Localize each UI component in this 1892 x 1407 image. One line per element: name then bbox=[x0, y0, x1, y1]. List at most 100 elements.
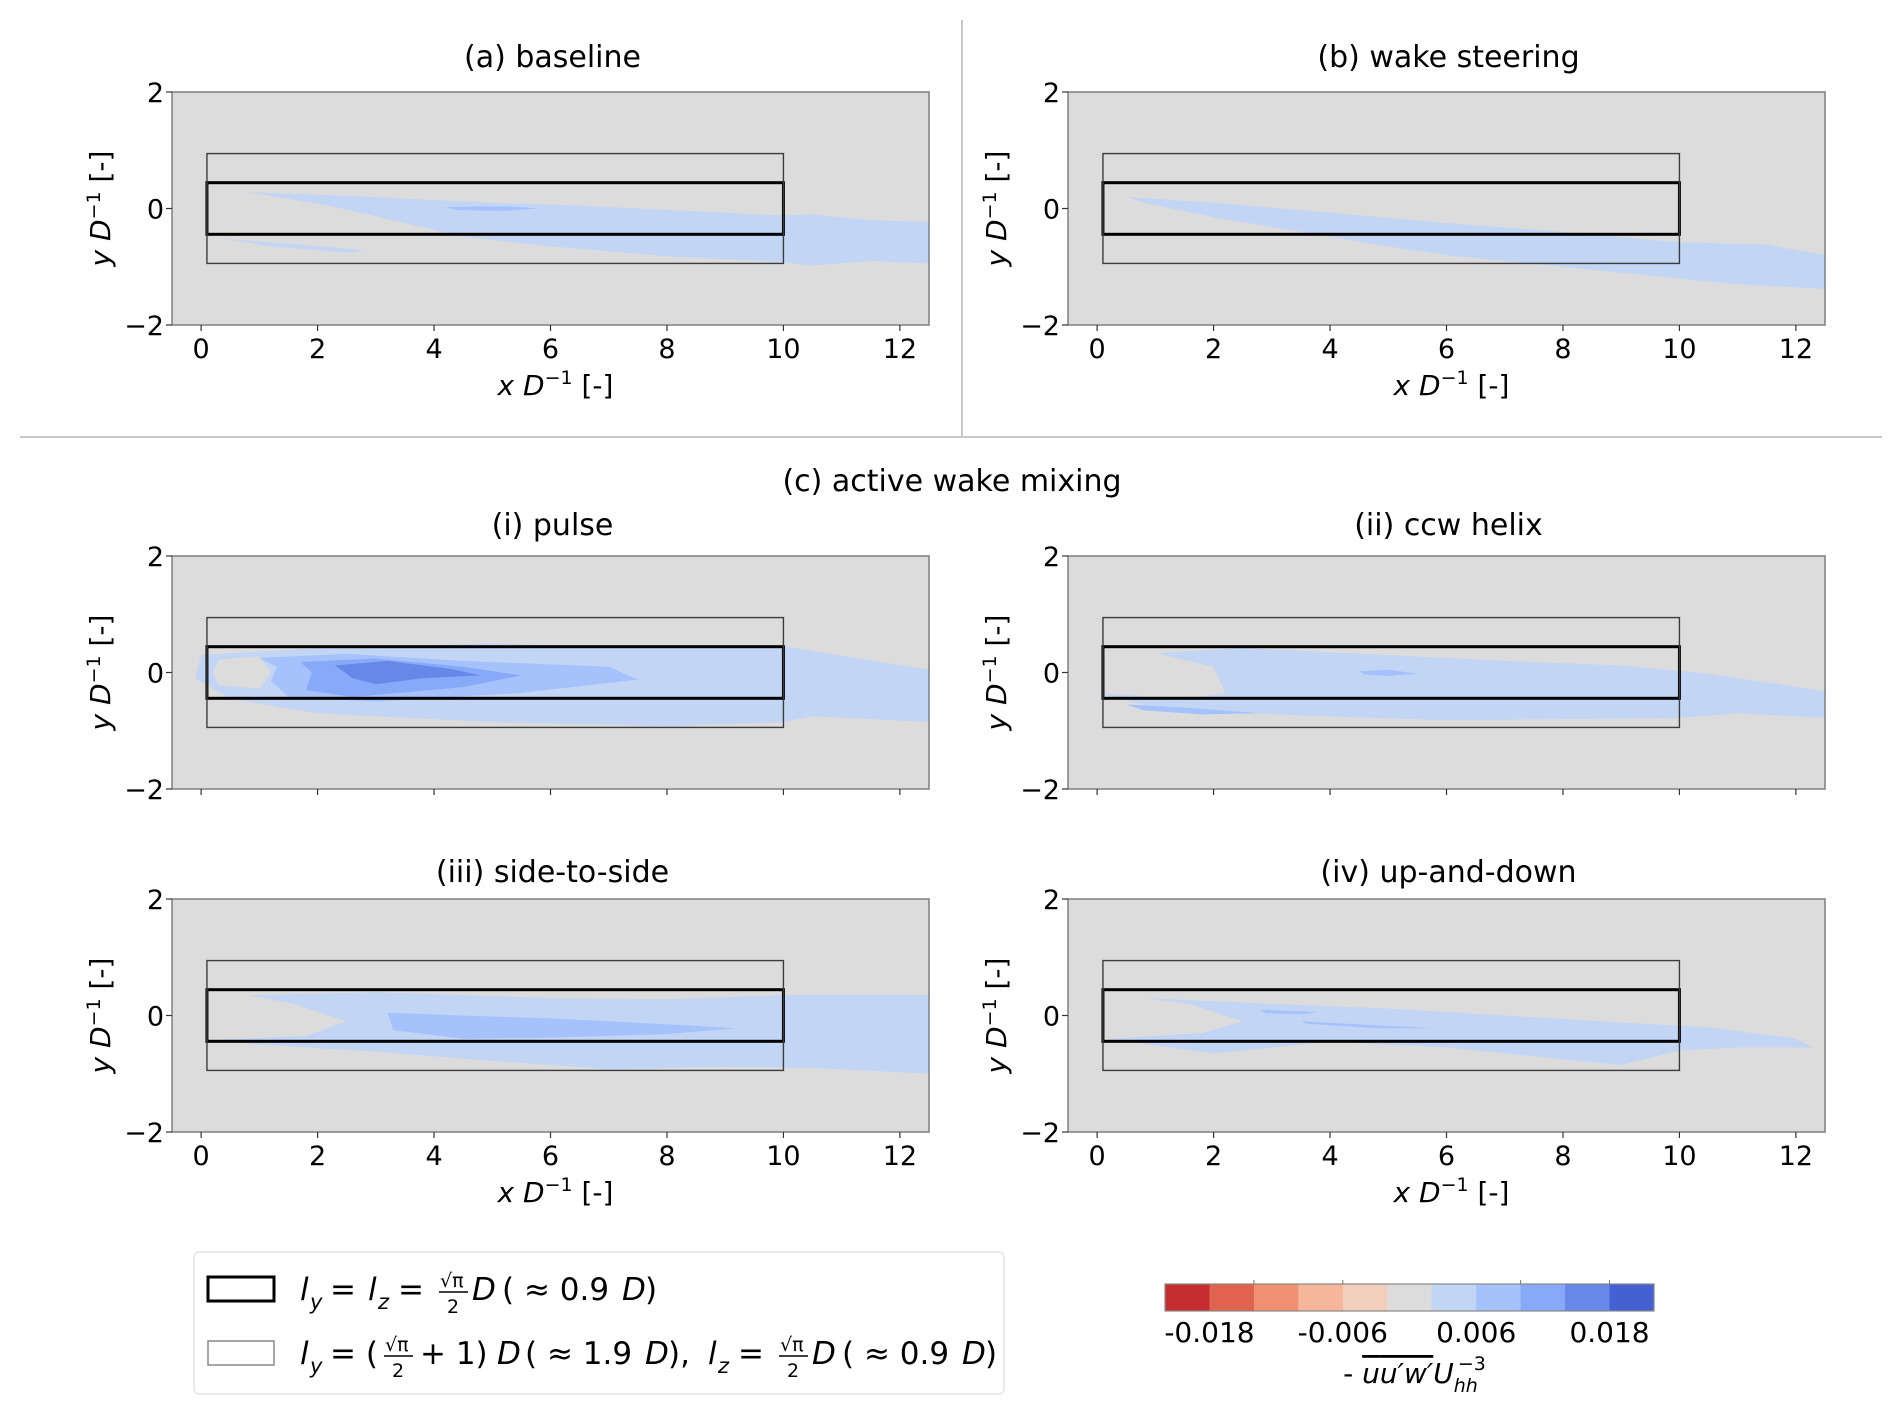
x-tick-label: 4 bbox=[1321, 334, 1338, 365]
legend-swatch-thin-box bbox=[207, 1340, 275, 1366]
y-tick-label: 0 bbox=[1043, 195, 1060, 226]
panel-i: (i) pulse −2 0 2 y D−1 [-] bbox=[83, 508, 930, 806]
x-tick-label: 6 bbox=[1438, 334, 1455, 365]
svg-text:2: 2 bbox=[447, 1296, 459, 1318]
y-tick-label: −2 bbox=[1020, 311, 1060, 342]
svg-text:),: ), bbox=[668, 1336, 690, 1372]
y-tick-label: 0 bbox=[1043, 659, 1060, 690]
y-axis-label: y D−1 [-] bbox=[83, 151, 117, 268]
contour-region-level-7 bbox=[387, 1012, 737, 1039]
panel-title: (a) baseline bbox=[464, 40, 641, 75]
colorbar-tick-label: 0.006 bbox=[1436, 1316, 1516, 1349]
svg-text:√π: √π bbox=[780, 1334, 804, 1356]
colorbar-tick-label: -0.018 bbox=[1164, 1316, 1254, 1349]
y-tick-label: 2 bbox=[1043, 885, 1060, 916]
svg-text:D: D bbox=[812, 1336, 836, 1372]
x-tick-label: 2 bbox=[1205, 1141, 1222, 1172]
colorbar-bin-3 bbox=[1298, 1284, 1344, 1311]
svg-text:√π: √π bbox=[440, 1270, 464, 1292]
svg-text:y: y bbox=[309, 1290, 323, 1314]
colorbar-label: - uu′w′Uhh−3 bbox=[1343, 1353, 1486, 1397]
svg-text:=: = bbox=[398, 1272, 424, 1308]
box-outer bbox=[1102, 152, 1681, 265]
y-tick-label: 2 bbox=[147, 78, 164, 109]
box-outer bbox=[206, 152, 785, 265]
svg-text:z: z bbox=[377, 1290, 390, 1314]
svg-text:l: l bbox=[300, 1272, 309, 1308]
x-tick-label: 10 bbox=[766, 1141, 800, 1172]
contour-layer bbox=[1097, 648, 1825, 721]
y-tick-label: −2 bbox=[124, 775, 164, 806]
contour-layer bbox=[212, 992, 929, 1074]
x-axis-label: x D−1 [-] bbox=[497, 1174, 614, 1209]
panel-iv: (iv) up-and-down −2 0 2 0 2 4 6 8 10 12 y D−1 [-] x … bbox=[979, 855, 1826, 1209]
colorbar-bin-7 bbox=[1476, 1284, 1522, 1311]
contour-region-level-7 bbox=[1300, 1021, 1435, 1029]
colorbar-bin-8 bbox=[1520, 1284, 1566, 1311]
svg-text:√π: √π bbox=[385, 1334, 409, 1356]
x-tick-label: 0 bbox=[193, 1141, 210, 1172]
x-tick-label: 12 bbox=[1779, 334, 1813, 365]
x-tick-label: 12 bbox=[883, 334, 917, 365]
box-outer bbox=[1102, 616, 1681, 729]
x-tick-label: 10 bbox=[1662, 334, 1696, 365]
x-tick-label: 2 bbox=[309, 1141, 326, 1172]
section-title-active-wake-mixing: (c) active wake mixing bbox=[782, 464, 1121, 499]
svg-text:+ 1): + 1) bbox=[420, 1336, 488, 1372]
y-tick-label: −2 bbox=[1020, 775, 1060, 806]
x-axis-label: x D−1 [-] bbox=[1393, 1174, 1510, 1209]
x-tick-label: 2 bbox=[309, 334, 326, 365]
panel-title: (i) pulse bbox=[492, 508, 614, 543]
svg-text:l: l bbox=[300, 1336, 309, 1372]
y-tick-label: −2 bbox=[124, 311, 164, 342]
x-tick-label: 12 bbox=[883, 1141, 917, 1172]
y-tick-label: 0 bbox=[147, 1002, 164, 1033]
x-tick-label: 0 bbox=[1089, 334, 1106, 365]
legend-label-outer-box: l y = ( √π 2 + 1) D ( ≈ 1.9 D ), l z = √… bbox=[300, 1334, 997, 1382]
x-tick-label: 2 bbox=[1205, 334, 1222, 365]
contour-region-level-6 bbox=[1097, 648, 1825, 721]
svg-text:l: l bbox=[368, 1272, 377, 1308]
x-tick-label: 4 bbox=[425, 1141, 442, 1172]
contour-region-level-6 bbox=[224, 238, 365, 253]
svg-text:y: y bbox=[309, 1354, 323, 1378]
colorbar-frame bbox=[1164, 1283, 1655, 1312]
svg-text:= (: = ( bbox=[330, 1336, 378, 1372]
x-tick-label: 10 bbox=[766, 334, 800, 365]
svg-text:l: l bbox=[708, 1336, 717, 1372]
legend-frame bbox=[193, 1251, 1005, 1395]
contour-layer bbox=[1126, 196, 1825, 289]
legend: l y = l z = √π 2 D ( ≈ 0.9 D ) l y = ( √… bbox=[193, 1251, 1005, 1395]
colorbar-bin-0 bbox=[1165, 1284, 1210, 1311]
x-tick-label: 8 bbox=[1554, 1141, 1571, 1172]
x-tick-label: 6 bbox=[1438, 1141, 1455, 1172]
colorbar-bin-6 bbox=[1431, 1284, 1477, 1311]
svg-text:( ≈ 1.9: ( ≈ 1.9 bbox=[525, 1336, 632, 1372]
colorbar: -0.018 -0.006 0.006 0.018 - uu′w′Uhh−3 bbox=[1164, 1280, 1655, 1397]
svg-text:( ≈ 0.9: ( ≈ 0.9 bbox=[842, 1336, 949, 1372]
panel-ii: (ii) ccw helix −2 0 2 y D−1 [-] bbox=[979, 508, 1826, 806]
y-axis-label: y D−1 [-] bbox=[979, 151, 1013, 268]
legend-swatch-thick-box bbox=[206, 1275, 276, 1303]
x-tick-label: 6 bbox=[542, 1141, 559, 1172]
y-tick-label: 2 bbox=[147, 885, 164, 916]
svg-text:z: z bbox=[717, 1354, 730, 1378]
panels: (a) baseline −2 0 2 0 2 4 6 8 10 12 y D−1 [-] x D−1 … bbox=[83, 40, 1826, 1209]
contour-region-level-6 bbox=[1108, 998, 1814, 1065]
contour-region-level-5 bbox=[212, 656, 271, 689]
y-tick-label: 2 bbox=[1043, 78, 1060, 109]
svg-text:D: D bbox=[472, 1272, 496, 1308]
svg-text:2: 2 bbox=[787, 1360, 799, 1382]
y-tick-label: 0 bbox=[1043, 1002, 1060, 1033]
x-axis-label: x D−1 [-] bbox=[497, 367, 614, 402]
contour-region-level-7 bbox=[445, 206, 539, 211]
box-outer bbox=[1102, 959, 1681, 1072]
x-tick-label: 8 bbox=[658, 1141, 675, 1172]
colorbar-tick-label: 0.018 bbox=[1569, 1316, 1649, 1349]
panel-a: (a) baseline −2 0 2 0 2 4 6 8 10 12 y D−1 [-] x D−1 … bbox=[83, 40, 930, 402]
x-tick-label: 0 bbox=[1089, 1141, 1106, 1172]
colorbar-tick-label: -0.006 bbox=[1298, 1316, 1388, 1349]
x-tick-label: 6 bbox=[542, 334, 559, 365]
colorbar-bin-10 bbox=[1609, 1284, 1655, 1311]
